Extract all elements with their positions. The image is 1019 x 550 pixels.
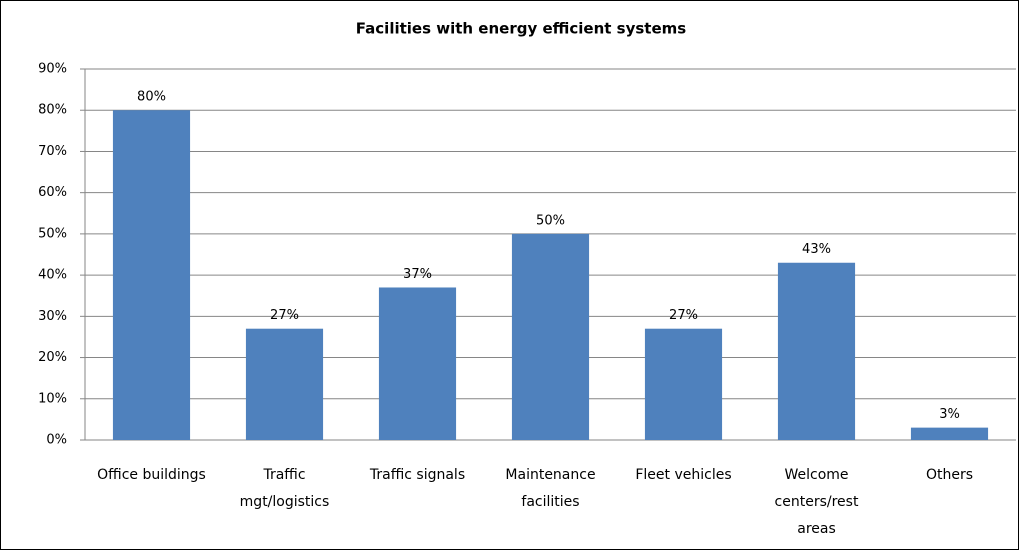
y-tick-label: 70% — [38, 144, 67, 159]
y-tick-label: 20% — [38, 350, 67, 365]
y-tick-label: 0% — [46, 433, 67, 448]
data-label: 50% — [536, 213, 565, 228]
data-label: 3% — [939, 407, 960, 422]
bar — [378, 287, 457, 440]
chart-title: Facilities with energy efficient systems — [356, 20, 686, 38]
data-label: 37% — [403, 267, 432, 282]
y-tick-label: 80% — [38, 103, 67, 118]
y-tick-label: 90% — [38, 62, 67, 77]
y-tick-label: 10% — [38, 391, 67, 406]
bar — [910, 427, 989, 440]
bar — [777, 262, 856, 440]
data-label: 27% — [270, 308, 299, 323]
data-label: 27% — [669, 308, 698, 323]
x-tick-label: Fleet vehicles — [635, 467, 732, 483]
x-tick-label: Traffic mgt/logistics — [239, 467, 330, 510]
bar — [511, 233, 590, 440]
y-tick-label: 40% — [38, 268, 67, 283]
x-tick-label: Traffic signals — [369, 467, 466, 483]
y-tick-label: 60% — [38, 185, 67, 200]
x-tick-label: Maintenance facilities — [505, 467, 596, 510]
bar — [112, 110, 191, 440]
x-tick-label: Office buildings — [97, 467, 206, 483]
data-label: 80% — [137, 90, 166, 105]
y-tick-label: 50% — [38, 226, 67, 241]
x-tick-label: Welcome centers/rest areas — [774, 467, 859, 537]
x-tick-label: Others — [925, 467, 974, 483]
y-tick-label: 30% — [38, 309, 67, 324]
bar — [644, 328, 723, 440]
bar — [245, 328, 324, 440]
data-label: 43% — [802, 242, 831, 257]
